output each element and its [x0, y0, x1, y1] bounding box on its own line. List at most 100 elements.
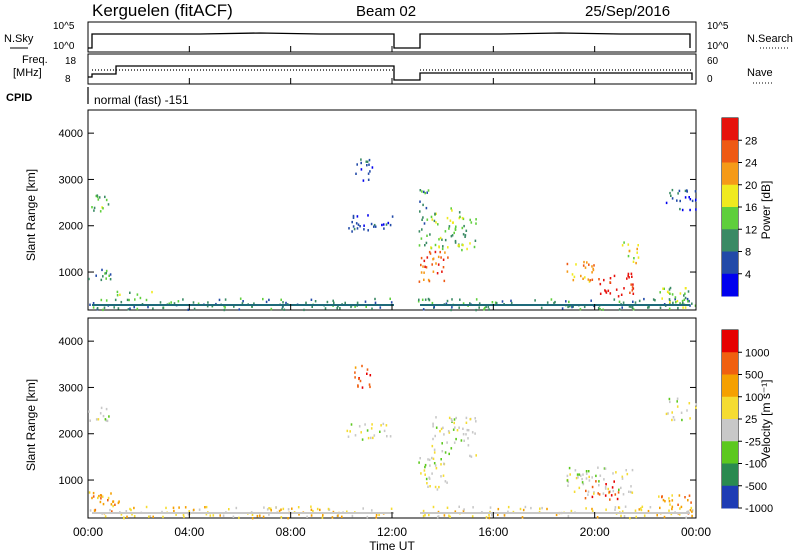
data-cell [465, 229, 468, 232]
data-cell [420, 472, 422, 475]
data-cell [205, 513, 208, 516]
data-cell [337, 514, 339, 517]
data-cell [474, 417, 476, 420]
data-cell [593, 492, 595, 495]
data-cell [429, 252, 432, 255]
data-cell [450, 308, 452, 312]
data-cell [641, 505, 644, 508]
data-cell [634, 301, 637, 304]
data-cell [348, 227, 350, 230]
data-cell [105, 277, 107, 280]
data-cell [598, 480, 600, 483]
colorbar-tick-label: 1000 [745, 347, 769, 359]
data-cell [358, 377, 360, 381]
data-cell [575, 476, 578, 480]
data-cell [586, 261, 588, 264]
data-cell [362, 179, 365, 182]
data-cell [436, 488, 439, 491]
data-cell [319, 508, 321, 512]
data-cell [93, 509, 96, 512]
data-cell [621, 244, 624, 247]
data-cell [421, 228, 423, 231]
data-cell [422, 203, 424, 207]
data-cell [638, 508, 641, 511]
data-cell [455, 416, 457, 420]
colorbar-swatch [722, 140, 738, 163]
data-cell [669, 503, 671, 506]
data-cell [539, 507, 541, 510]
data-cell [534, 299, 536, 302]
data-cell [423, 190, 425, 194]
data-cell [101, 268, 103, 272]
data-cell [188, 510, 190, 513]
data-cell [636, 251, 638, 254]
colorbar-swatch [722, 229, 738, 252]
data-cell [371, 166, 374, 169]
data-cell [134, 298, 136, 301]
data-cell [356, 227, 359, 230]
colorbar-tick-label: 8 [745, 247, 751, 259]
data-cell [460, 439, 463, 442]
data-cell [670, 194, 672, 197]
data-cell [565, 300, 567, 303]
data-cell [567, 305, 569, 309]
data-cell [417, 300, 420, 303]
data-cell [125, 510, 128, 513]
velocity-data [88, 364, 698, 520]
data-cell [585, 477, 588, 480]
data-cell [437, 263, 440, 266]
data-cell [251, 517, 254, 520]
data-cell [617, 491, 620, 494]
data-cell [628, 249, 631, 253]
data-cell [695, 403, 698, 406]
data-cell [684, 296, 687, 300]
data-cell [422, 265, 424, 268]
data-cell [667, 291, 670, 294]
data-cell [599, 307, 601, 311]
data-cell [114, 503, 116, 506]
data-cell [659, 291, 661, 294]
data-cell [593, 491, 595, 494]
x-tick-label: 20:00 [580, 525, 610, 539]
data-cell [669, 286, 672, 290]
colorbar-swatch [722, 184, 738, 208]
data-cell [469, 218, 471, 222]
data-cell [437, 515, 440, 518]
data-cell [371, 423, 373, 426]
data-cell [668, 288, 671, 291]
data-cell [429, 485, 431, 488]
data-cell [148, 515, 150, 518]
data-cell [239, 297, 242, 300]
data-cell [461, 248, 463, 252]
data-cell [603, 278, 605, 282]
data-cell [570, 509, 573, 513]
data-cell [628, 305, 631, 308]
data-cell [224, 306, 226, 309]
data-cell [431, 456, 433, 460]
data-cell [431, 472, 433, 475]
data-cell [671, 293, 674, 296]
data-cell [458, 426, 460, 429]
data-cell [182, 298, 184, 301]
data-cell [177, 300, 180, 303]
power-data [88, 158, 697, 312]
colorbar-swatch [722, 463, 738, 487]
data-cell [581, 481, 584, 484]
data-cell [679, 199, 681, 203]
data-cell [358, 425, 361, 428]
velocity-cbar-label: Velocity [m s⁻¹] [759, 379, 773, 460]
data-cell [472, 506, 474, 509]
data-cell [422, 308, 425, 311]
data-cell [104, 272, 106, 275]
data-cell [507, 510, 509, 513]
data-cell [605, 508, 607, 511]
data-cell [193, 307, 196, 311]
data-cell [432, 437, 434, 441]
y-tick-label: 1000 [59, 475, 83, 487]
data-cell [443, 462, 445, 465]
data-cell [685, 287, 687, 290]
data-cell [379, 306, 382, 309]
data-cell [106, 419, 109, 423]
data-cell [588, 475, 590, 479]
data-cell [327, 507, 330, 511]
